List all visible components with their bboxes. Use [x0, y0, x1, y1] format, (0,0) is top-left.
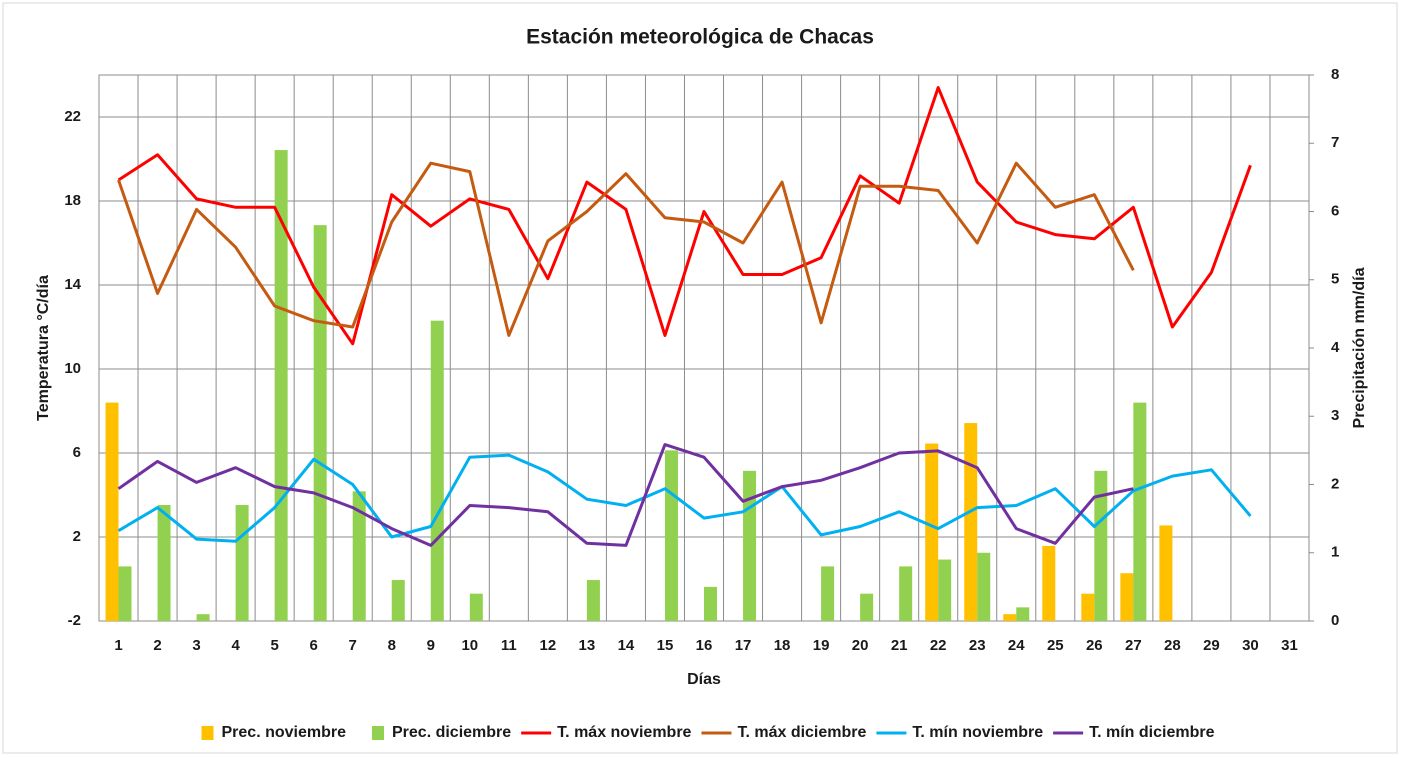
bar: [469, 593, 483, 621]
y-tick-label: 18: [64, 192, 81, 209]
x-tick-label: 25: [1047, 637, 1064, 654]
y-tick-label: -2: [68, 612, 81, 629]
bar: [860, 593, 874, 621]
y2-tick-label: 1: [1331, 544, 1339, 561]
chart-title: Estación meteorológica de Chacas: [526, 26, 874, 49]
legend-label: T. mín noviembre: [912, 724, 1043, 741]
y2-tick-label: 5: [1331, 271, 1339, 288]
y-tick-label: 10: [64, 360, 81, 377]
bar: [1003, 614, 1017, 621]
x-tick-label: 22: [930, 637, 947, 654]
x-tick-label: 19: [813, 637, 830, 654]
y2-tick-label: 2: [1331, 475, 1339, 492]
y2-tick-label: 0: [1331, 612, 1339, 629]
x-axis-title: Días: [687, 671, 721, 688]
bar: [964, 423, 978, 621]
bar: [1042, 545, 1056, 621]
x-tick-label: 18: [774, 637, 791, 654]
x-tick-label: 14: [618, 637, 635, 654]
y2-tick-label: 4: [1331, 339, 1340, 356]
x-tick-label: 3: [192, 637, 200, 654]
bar: [157, 504, 171, 621]
bar: [196, 614, 210, 621]
x-tick-label: 24: [1008, 637, 1025, 654]
bar: [1133, 402, 1147, 621]
line: [117, 161, 1135, 337]
x-tick-label: 21: [891, 637, 908, 654]
bar: [938, 559, 952, 621]
x-tick-label: 2: [153, 637, 161, 654]
y-axis-title: Temperatura °C/día: [35, 275, 52, 421]
x-tick-label: 10: [461, 637, 478, 654]
bar: [313, 225, 327, 621]
legend-label: T. mín diciembre: [1089, 724, 1214, 741]
bar: [105, 402, 119, 621]
bar: [391, 580, 405, 621]
legend-label: T. máx noviembre: [557, 724, 691, 741]
bar: [352, 491, 366, 621]
legend-label: T. máx diciembre: [737, 724, 866, 741]
x-tick-label: 17: [735, 637, 752, 654]
x-tick-label: 9: [427, 637, 435, 654]
y-tick-label: 6: [73, 444, 81, 461]
x-tick-label: 5: [270, 637, 278, 654]
x-tick-label: 28: [1164, 637, 1181, 654]
bar: [1159, 525, 1173, 621]
bar: [118, 566, 132, 621]
legend-label: Prec. diciembre: [392, 724, 511, 741]
legend-label: Prec. noviembre: [222, 724, 347, 741]
x-tick-label: 16: [696, 637, 713, 654]
line: [117, 86, 1252, 346]
y-tick-label: 14: [64, 276, 81, 293]
bar: [664, 450, 678, 621]
bar: [899, 566, 913, 621]
x-tick-label: 26: [1086, 637, 1103, 654]
bar: [743, 470, 757, 621]
legend-swatch: [372, 726, 385, 740]
x-tick-label: 15: [657, 637, 674, 654]
bar: [704, 586, 717, 621]
x-tick-label: 20: [852, 637, 869, 654]
x-tick-label: 6: [310, 637, 318, 654]
x-tick-label: 30: [1242, 637, 1259, 654]
y2-tick-label: 8: [1331, 66, 1339, 83]
x-tick-label: 13: [579, 637, 596, 654]
x-tick-label: 11: [501, 637, 517, 654]
bar: [235, 504, 249, 621]
bar: [1016, 607, 1030, 621]
x-tick-label: 31: [1281, 637, 1298, 654]
y2-tick-label: 7: [1331, 134, 1339, 151]
x-tick-label: 12: [540, 637, 557, 654]
y2-axis-title: Precipitación mm/día: [1351, 267, 1368, 428]
bar: [1081, 593, 1095, 621]
x-tick-label: 7: [349, 637, 357, 654]
bar: [821, 566, 835, 621]
bar: [925, 443, 939, 621]
x-tick-label: 23: [969, 637, 986, 654]
bar: [586, 580, 600, 621]
line: [117, 453, 1252, 543]
bar: [1120, 573, 1134, 621]
line: [117, 443, 1134, 547]
y2-tick-label: 3: [1331, 407, 1339, 424]
bar: [430, 320, 444, 621]
y2-tick-label: 6: [1331, 202, 1339, 219]
x-tick-label: 4: [231, 637, 240, 654]
legend-swatch: [201, 726, 214, 740]
bar: [1094, 470, 1108, 621]
y-tick-label: 2: [73, 528, 81, 545]
x-tick-label: 27: [1125, 637, 1142, 654]
y-tick-label: 22: [64, 108, 81, 125]
x-tick-label: 8: [388, 637, 396, 654]
bar: [977, 552, 991, 621]
x-tick-label: 29: [1203, 637, 1220, 654]
x-tick-label: 1: [114, 637, 122, 654]
